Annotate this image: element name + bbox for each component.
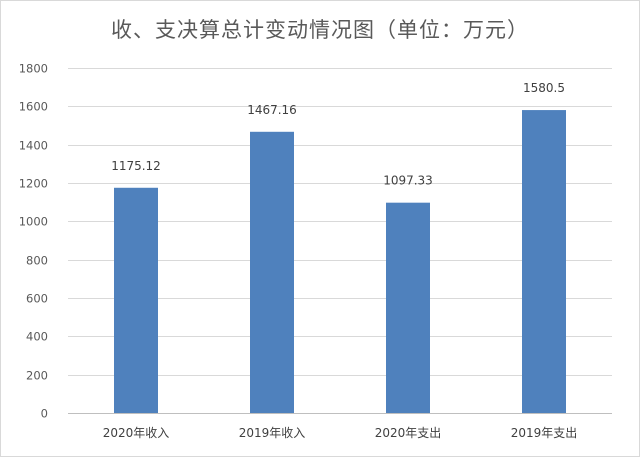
x-tick-label: 2019年收入 [239,426,306,440]
y-tick-label: 0 [41,407,48,421]
y-tick-label: 200 [26,369,48,383]
y-tick-label: 1400 [19,139,48,153]
bars [114,110,566,414]
x-tick-label: 2020年收入 [103,426,170,440]
bar [250,131,294,414]
y-axis-ticks: 0 200 400 600 800 1000 1200 1400 1600 1800 [19,62,48,421]
y-tick-label: 1200 [19,177,48,191]
data-label: 1175.12 [111,159,161,173]
bar [522,110,566,413]
y-tick-label: 600 [26,292,48,306]
data-label: 1580.5 [523,81,565,95]
y-tick-label: 1000 [19,215,48,229]
data-label: 1467.16 [247,103,297,117]
y-tick-label: 800 [26,254,48,268]
y-tick-label: 1800 [19,62,48,76]
x-tick-label: 2020年支出 [375,426,442,440]
y-tick-label: 400 [26,330,48,344]
bar [114,187,158,413]
data-labels: 1175.12 1467.16 1097.33 1580.5 [111,81,565,188]
x-axis-ticks: 2020年收入 2019年收入 2020年支出 2019年支出 [103,426,578,440]
gridlines [68,68,612,414]
x-tick-label: 2019年支出 [511,426,578,440]
bar [386,202,430,413]
y-tick-label: 1600 [19,100,48,114]
data-label: 1097.33 [383,174,433,188]
chart-title: 收、支决算总计变动情况图（单位：万元） [111,18,529,42]
